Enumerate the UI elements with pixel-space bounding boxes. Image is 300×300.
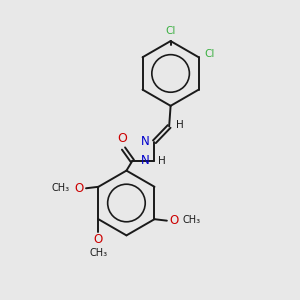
Text: CH₃: CH₃ <box>52 183 70 193</box>
Text: Cl: Cl <box>205 49 215 59</box>
Text: CH₃: CH₃ <box>182 215 200 225</box>
Text: H: H <box>158 156 166 166</box>
Text: O: O <box>94 233 103 246</box>
Text: O: O <box>74 182 84 195</box>
Text: H: H <box>176 120 183 130</box>
Text: O: O <box>169 214 178 227</box>
Text: N: N <box>141 154 150 167</box>
Text: N: N <box>141 135 150 148</box>
Text: O: O <box>117 132 127 145</box>
Text: CH₃: CH₃ <box>89 248 107 258</box>
Text: Cl: Cl <box>165 26 176 36</box>
